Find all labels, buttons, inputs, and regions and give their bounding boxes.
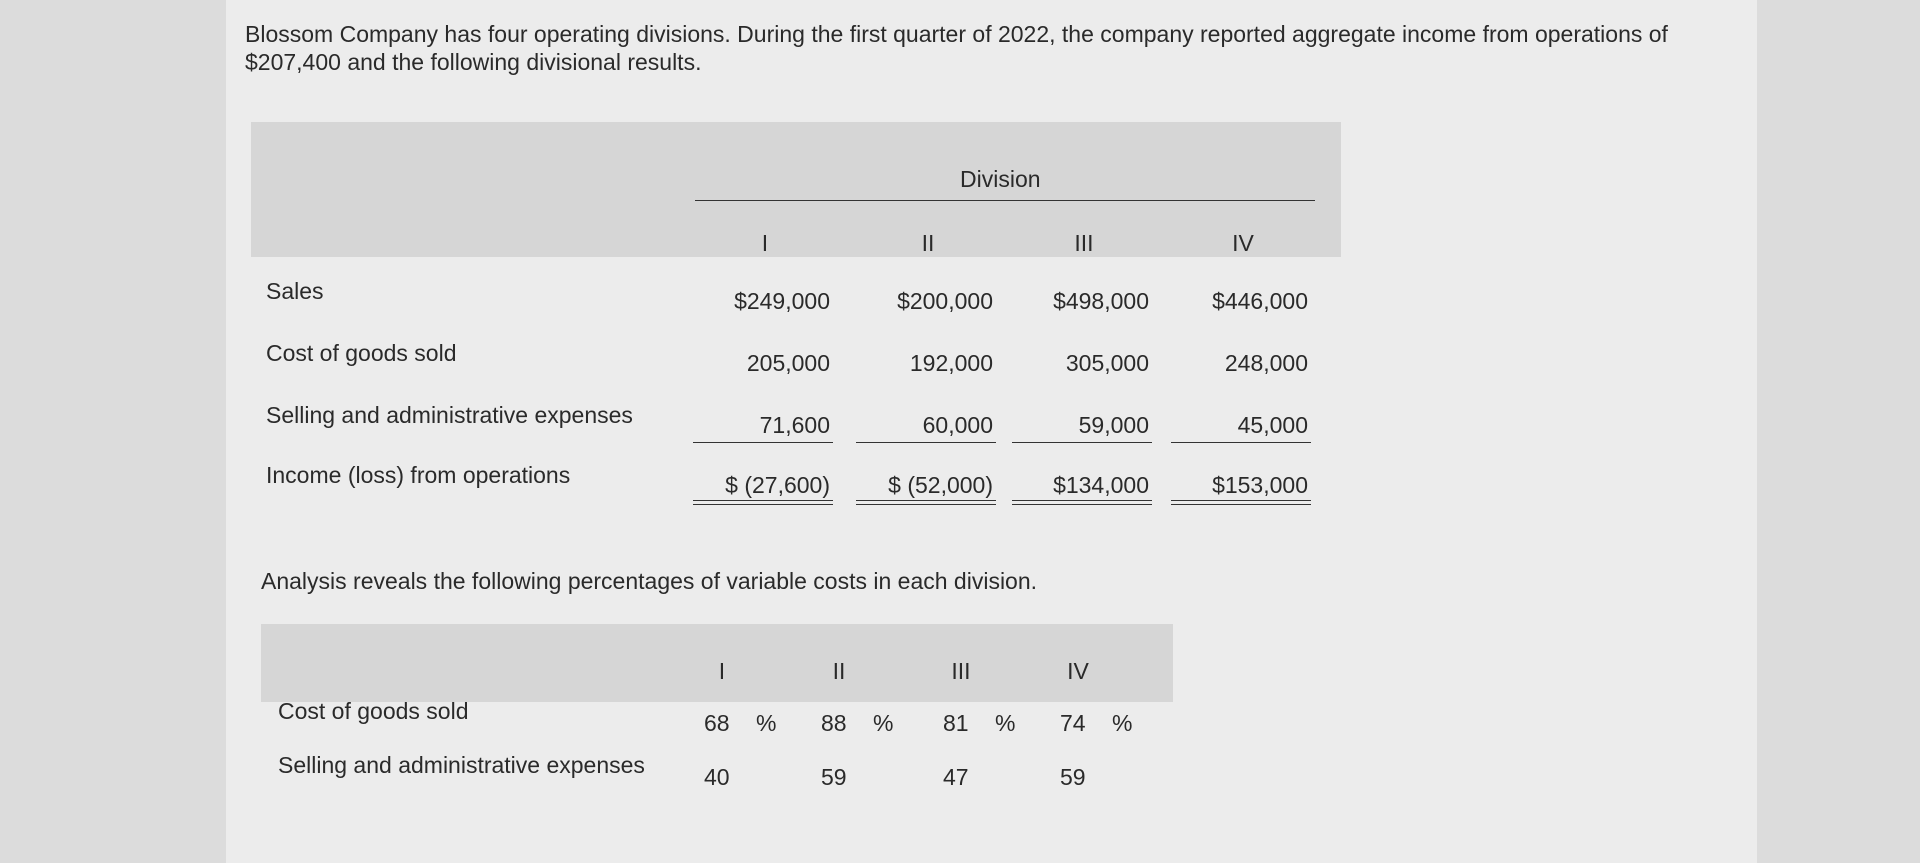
cell: $446,000: [1212, 288, 1308, 314]
row-label: Cost of goods sold: [266, 340, 457, 366]
cell: 192,000: [909, 350, 993, 376]
cell: $249,000: [734, 288, 830, 314]
cell-unit: %: [873, 710, 894, 736]
cell-value: 47: [943, 764, 969, 790]
column-header: I: [718, 658, 726, 684]
double-rule: [1171, 500, 1311, 505]
cell: 71,600: [759, 412, 830, 438]
cell: 45,000: [1237, 412, 1308, 438]
total-rule: [1171, 442, 1311, 443]
column-header: IV: [1067, 658, 1089, 684]
cell: 305,000: [1065, 350, 1149, 376]
row-label: Sales: [266, 278, 324, 304]
table2-header-band: [261, 624, 1173, 702]
cell-value: 81: [943, 710, 969, 736]
column-header: II: [832, 658, 846, 684]
column-header: III: [951, 658, 971, 684]
cell-value: 59: [821, 764, 847, 790]
cell-value: 40: [704, 764, 730, 790]
cell: 205,000: [746, 350, 830, 376]
cell: 60,000: [922, 412, 993, 438]
cell-value: 68: [704, 710, 730, 736]
column-header: IV: [1232, 230, 1254, 256]
cell-value: 59: [1060, 764, 1086, 790]
cell: $200,000: [897, 288, 993, 314]
total-rule: [856, 442, 996, 443]
cell-unit: %: [756, 710, 777, 736]
cell: 248,000: [1224, 350, 1308, 376]
total-rule: [693, 442, 833, 443]
cell-value: 74: [1060, 710, 1086, 736]
analysis-text: Analysis reveals the following percentag…: [261, 568, 1038, 594]
group-header: Division: [960, 166, 1041, 192]
cell-unit: %: [995, 710, 1016, 736]
row-label: Cost of goods sold: [278, 698, 469, 724]
cell: $153,000: [1212, 472, 1308, 498]
cell: 59,000: [1078, 412, 1149, 438]
cell-unit: %: [1112, 710, 1133, 736]
column-header: I: [761, 230, 769, 256]
cell: $ (52,000): [888, 472, 993, 498]
total-rule: [1012, 442, 1152, 443]
row-label: Selling and administrative expenses: [266, 402, 633, 428]
row-label: Selling and administrative expenses: [278, 752, 645, 778]
table1-header-band: [251, 122, 1341, 257]
group-rule: [695, 200, 1315, 201]
intro-text: Blossom Company has four operating divis…: [245, 21, 1668, 75]
row-label: Income (loss) from operations: [266, 462, 571, 488]
column-header: III: [1074, 230, 1094, 256]
cell: $498,000: [1053, 288, 1149, 314]
double-rule: [1012, 500, 1152, 505]
cell: $134,000: [1053, 472, 1149, 498]
cell: $ (27,600): [725, 472, 830, 498]
column-header: II: [921, 230, 935, 256]
double-rule: [856, 500, 996, 505]
cell-value: 88: [821, 710, 847, 736]
double-rule: [693, 500, 833, 505]
